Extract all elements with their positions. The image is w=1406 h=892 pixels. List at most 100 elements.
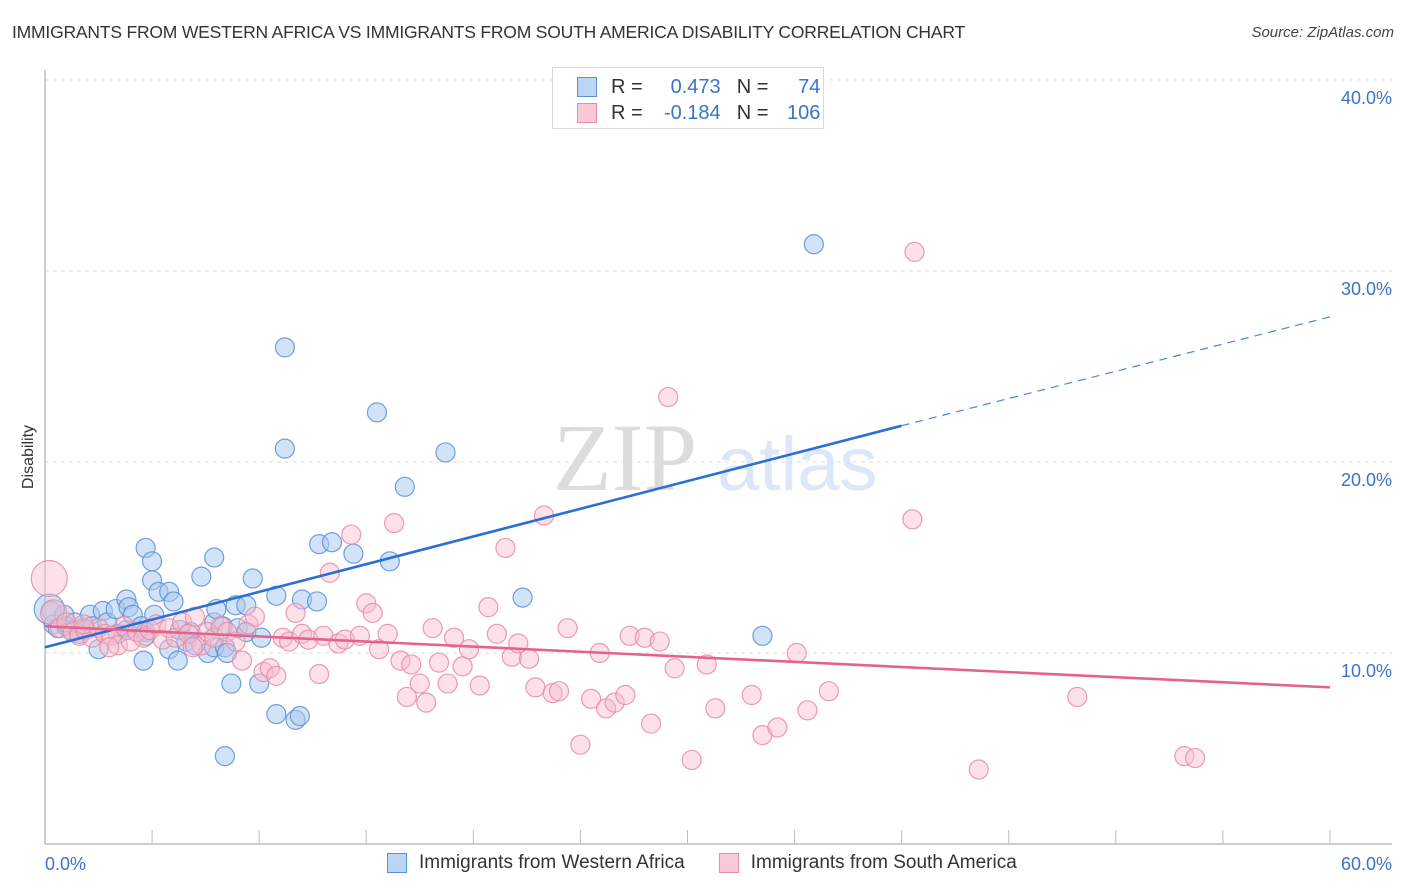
x-tick-label-min: 0.0% (45, 854, 86, 874)
point-western-africa (242, 568, 263, 589)
legend-label: Immigrants from South America (750, 852, 1017, 873)
point-south-america (428, 652, 450, 673)
point-south-america (619, 625, 640, 646)
point-south-america (458, 639, 480, 660)
point-south-america (681, 749, 702, 771)
point-western-africa (33, 593, 65, 625)
point-south-america (518, 648, 540, 669)
point-western-africa (141, 551, 163, 572)
point-south-america (253, 661, 274, 683)
point-south-america (266, 665, 287, 687)
point-south-america (1184, 747, 1206, 769)
source-label: Source: ZipAtlas.com (1251, 24, 1394, 41)
legend-row-south-america: R = -0.184 N = 106 (577, 101, 820, 125)
point-south-america (705, 698, 726, 719)
point-south-america (396, 686, 418, 708)
point-south-america (767, 717, 788, 738)
point-south-america (797, 700, 818, 721)
point-western-africa (249, 673, 270, 694)
point-south-america (244, 606, 265, 627)
point-south-america (640, 713, 662, 734)
point-western-africa (274, 438, 295, 459)
point-south-america (285, 602, 306, 623)
watermark: ZIP atlas (553, 404, 878, 511)
r-label: R = (611, 75, 643, 98)
point-south-america (443, 627, 465, 648)
point-western-africa (274, 337, 295, 358)
point-south-america (99, 637, 120, 658)
trend-line-south-america (44, 624, 1331, 689)
point-south-america (818, 681, 839, 702)
point-south-america (341, 524, 362, 545)
point-south-america (469, 675, 490, 696)
legend-item-western-africa[interactable]: Immigrants from Western Africa (387, 852, 685, 874)
point-south-america (478, 597, 499, 618)
chart-title: IMMIGRANTS FROM WESTERN AFRICA VS IMMIGR… (12, 22, 965, 42)
point-south-america (452, 656, 473, 677)
point-south-america (525, 677, 546, 698)
point-western-africa (394, 476, 415, 497)
point-western-africa (163, 591, 184, 612)
point-south-america (557, 618, 578, 639)
point-south-america (30, 559, 68, 598)
point-south-america (570, 734, 591, 755)
legend-swatch-pink (577, 103, 597, 123)
point-western-africa (803, 234, 824, 255)
point-south-america (362, 602, 383, 623)
point-south-america (383, 513, 405, 534)
legend-swatch-pink (718, 853, 739, 873)
watermark-atlas: atlas (717, 422, 878, 507)
point-south-america (422, 618, 443, 639)
point-south-america (369, 639, 390, 660)
n-value: 106 (787, 101, 821, 124)
series-western-africa-points (33, 234, 824, 767)
point-south-america (968, 759, 989, 780)
point-south-america (786, 642, 807, 664)
point-south-america (377, 623, 398, 645)
point-south-america (416, 692, 437, 713)
point-western-africa (266, 704, 287, 725)
point-south-america (73, 614, 94, 635)
point-south-america (634, 627, 655, 648)
watermark-zip: ZIP (553, 404, 697, 511)
series-legend: Immigrants from Western Africa Immigrant… (387, 852, 1051, 874)
point-south-america (581, 688, 602, 709)
point-south-america (107, 635, 128, 656)
point-western-africa (221, 673, 242, 694)
point-western-africa (204, 547, 225, 568)
point-south-america (309, 663, 330, 685)
y-axis-label: Disability (20, 425, 37, 489)
x-tick-label-max: 60.0% (1341, 854, 1392, 874)
legend-row-western-africa: R = 0.473 N = 74 (577, 75, 820, 99)
trend-lines (44, 316, 1331, 689)
point-western-africa (752, 625, 773, 646)
point-western-africa (133, 650, 154, 671)
trend-line-western-africa (44, 424, 902, 649)
point-south-america (152, 629, 173, 650)
point-western-africa (379, 551, 400, 572)
n-value: 74 (798, 75, 821, 98)
point-western-africa (435, 442, 456, 463)
point-western-africa (512, 587, 533, 608)
point-western-africa (306, 591, 328, 612)
grid-lines (45, 79, 1392, 654)
point-south-america (604, 692, 625, 713)
correlation-legend: R = 0.473 N = 74 R = -0.184 N = 106 (552, 67, 824, 129)
point-western-africa (289, 705, 310, 727)
point-south-america (664, 658, 685, 679)
legend-item-south-america[interactable]: Immigrants from South America (718, 852, 1017, 874)
y-tick-label: 40.0% (1341, 88, 1392, 108)
point-south-america (495, 537, 516, 559)
point-south-america (486, 623, 507, 645)
point-south-america (182, 637, 203, 658)
legend-swatch-blue (387, 853, 407, 873)
r-label: R = (611, 101, 643, 124)
point-south-america (231, 650, 253, 671)
point-south-america (658, 386, 679, 408)
y-tick-label: 10.0% (1341, 661, 1392, 681)
trend-line-western-africa-extension (901, 316, 1331, 427)
point-south-america (615, 684, 636, 706)
point-south-america (696, 654, 717, 675)
point-south-america (390, 650, 411, 671)
